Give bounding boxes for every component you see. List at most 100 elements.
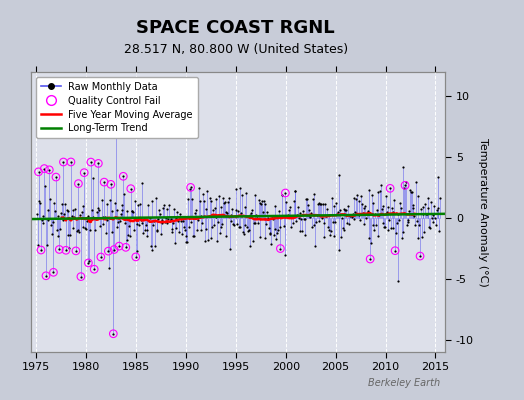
Point	[230, 222, 238, 228]
Point	[225, 195, 233, 201]
Point	[101, 214, 109, 220]
Point	[59, 159, 68, 165]
Point	[271, 226, 280, 232]
Point	[344, 203, 352, 209]
Point	[288, 214, 296, 220]
Point	[82, 218, 91, 225]
Point	[121, 219, 129, 226]
Point	[34, 242, 42, 248]
Point	[379, 202, 388, 209]
Point	[236, 224, 245, 230]
Point	[99, 214, 107, 220]
Point	[434, 173, 443, 180]
Point	[263, 209, 271, 215]
Point	[327, 228, 335, 234]
Point	[352, 196, 360, 202]
Point	[378, 220, 387, 226]
Point	[385, 216, 394, 223]
Point	[245, 227, 253, 234]
Point	[105, 264, 113, 271]
Point	[144, 202, 152, 209]
Point	[136, 201, 144, 208]
Point	[371, 211, 379, 218]
Point	[195, 184, 203, 191]
Point	[174, 218, 182, 224]
Point	[281, 190, 290, 196]
Point	[242, 189, 250, 196]
Point	[237, 210, 246, 216]
Point	[103, 201, 111, 208]
Point	[398, 229, 407, 235]
Point	[167, 229, 176, 235]
Point	[332, 200, 340, 206]
Point	[181, 227, 189, 233]
Point	[63, 208, 72, 214]
Point	[103, 217, 112, 223]
Point	[299, 208, 307, 214]
Point	[426, 225, 434, 232]
Point	[414, 193, 422, 199]
Point	[365, 186, 374, 193]
Point	[180, 224, 188, 230]
Point	[360, 205, 368, 211]
Point	[129, 209, 137, 216]
Point	[244, 227, 252, 234]
Point	[417, 206, 425, 212]
Point	[78, 209, 86, 215]
Point	[152, 228, 161, 234]
Point	[168, 226, 177, 232]
Point	[425, 224, 433, 230]
Point	[133, 247, 141, 254]
Point	[286, 213, 294, 220]
Point	[110, 246, 118, 253]
Point	[366, 256, 374, 262]
Point	[298, 227, 306, 234]
Point	[392, 220, 401, 226]
Point	[419, 203, 428, 210]
Point	[47, 222, 55, 228]
Point	[358, 201, 366, 208]
Point	[118, 202, 127, 208]
Point	[258, 198, 266, 204]
Point	[149, 222, 157, 228]
Point	[100, 179, 108, 185]
Point	[72, 248, 80, 254]
Point	[205, 213, 213, 219]
Point	[119, 173, 127, 180]
Point	[61, 201, 69, 207]
Point	[40, 165, 49, 172]
Point	[147, 198, 156, 205]
Point	[187, 218, 195, 225]
Point	[69, 225, 77, 232]
Point	[350, 194, 358, 201]
Point	[429, 219, 438, 226]
Point	[80, 170, 89, 176]
Point	[286, 203, 294, 210]
Point	[191, 210, 199, 216]
Point	[384, 227, 392, 233]
Point	[280, 252, 289, 258]
Point	[193, 226, 201, 233]
Point	[40, 165, 49, 172]
Point	[279, 213, 287, 220]
Point	[79, 203, 87, 210]
Y-axis label: Temperature Anomaly (°C): Temperature Anomaly (°C)	[478, 138, 488, 286]
Point	[115, 243, 123, 249]
Point	[404, 216, 412, 223]
Point	[239, 228, 247, 235]
Point	[77, 274, 85, 280]
Point	[322, 213, 330, 220]
Point	[408, 202, 417, 208]
Point	[422, 211, 430, 217]
Point	[141, 222, 150, 228]
Point	[100, 179, 108, 185]
Point	[239, 230, 248, 237]
Point	[35, 198, 43, 204]
Point	[328, 195, 336, 201]
Point	[96, 223, 104, 229]
Point	[127, 207, 136, 214]
Point	[210, 222, 218, 228]
Point	[334, 209, 342, 215]
Point	[282, 199, 290, 205]
Point	[300, 216, 308, 222]
